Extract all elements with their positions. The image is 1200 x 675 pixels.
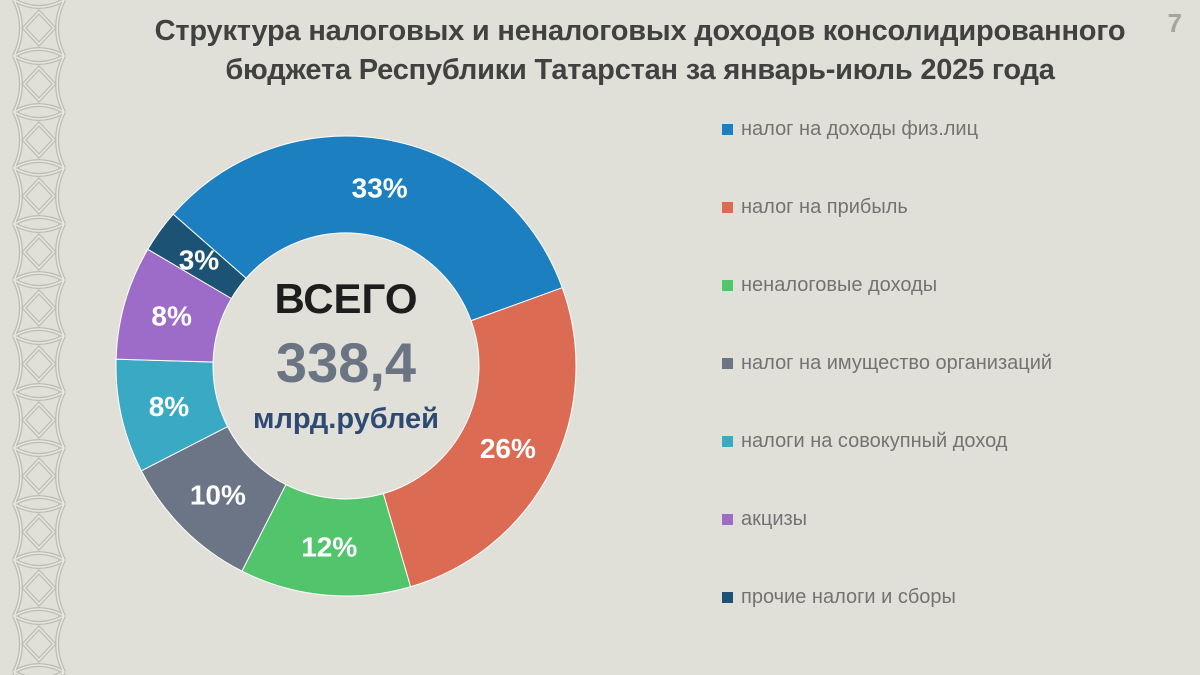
legend-label: налоги на совокупный доход (741, 430, 1008, 452)
legend-swatch (722, 592, 733, 603)
legend-label: налог на доходы физ.лиц (741, 118, 979, 140)
legend-swatch (722, 280, 733, 291)
chart-title: Структура налоговых и неналоговых доходо… (120, 12, 1160, 91)
slice-value-label-3: 12% (301, 532, 357, 563)
legend-label: прочие налоги и сборы (741, 586, 956, 608)
legend-label: налог на имущество организаций (741, 352, 1053, 374)
legend-item-5: налоги на совокупный доход (722, 430, 1007, 453)
legend-label: неналоговые доходы (741, 274, 938, 296)
slice-value-label-1: 33% (352, 173, 408, 204)
legend-item-7: прочие налоги и сборы (722, 586, 956, 609)
donut-slice-1 (172, 135, 563, 322)
slice-value-label-7: 3% (179, 245, 220, 276)
slice-value-label-5: 8% (149, 391, 190, 422)
legend-swatch (722, 436, 733, 447)
legend-swatch (722, 124, 733, 135)
legend-item-1: налог на доходы физ.лиц (722, 118, 978, 141)
decorative-border-ornament (8, 0, 70, 675)
donut-slice-7 (147, 213, 247, 300)
legend-label: акцизы (741, 508, 808, 530)
legend-item-3: неналоговые доходы (722, 274, 937, 297)
legend-item-2: налог на прибыль (722, 196, 908, 219)
legend-item-4: налог на имущество организаций (722, 352, 1052, 375)
page-number: 7 (1167, 8, 1182, 38)
chart-title-line-1: Структура налоговых и неналоговых доходо… (154, 15, 1126, 47)
legend-label: налог на прибыль (741, 196, 908, 218)
donut-slices (115, 135, 577, 597)
legend-swatch (722, 514, 733, 525)
donut-slice-labels: 33% 26% 12% 10% 8% 8% 3% (149, 173, 536, 563)
legend-swatch (722, 202, 733, 213)
legend-item-6: акцизы (722, 508, 807, 531)
chart-title-line-2: бюджета Республики Татарстан за январь-и… (225, 54, 1055, 87)
donut-slice-2 (382, 287, 577, 588)
center-total-unit: млрд.рублей (253, 403, 439, 435)
slice-value-label-2: 26% (480, 433, 536, 464)
slice-value-label-4: 10% (190, 480, 246, 511)
slice-value-label-6: 8% (151, 301, 192, 332)
legend-swatch (722, 358, 733, 369)
center-total-value: 338,4 (276, 331, 416, 394)
center-total-label: ВСЕГО (274, 275, 417, 322)
